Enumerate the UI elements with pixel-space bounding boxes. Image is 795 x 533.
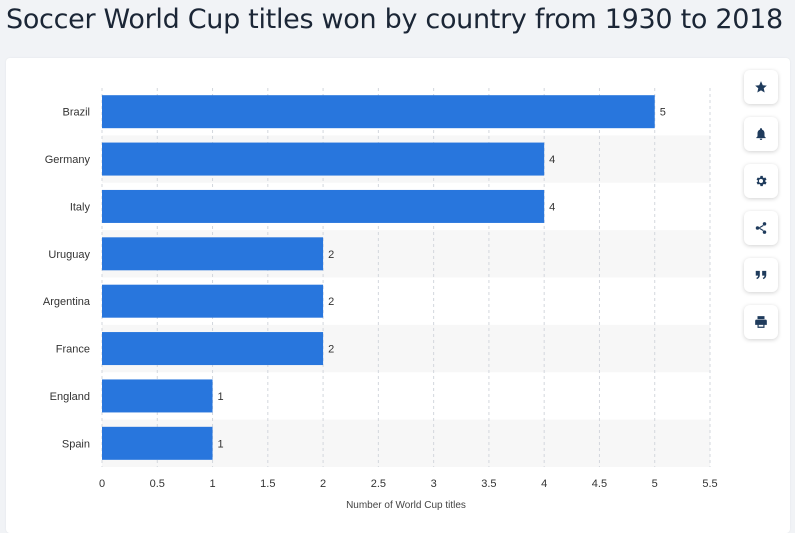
data-label: 1	[218, 438, 224, 450]
category-label: England	[50, 391, 90, 403]
bar	[102, 95, 655, 129]
x-tick-label: 5.5	[702, 478, 717, 490]
side-toolbar	[744, 70, 778, 339]
data-label: 2	[328, 344, 334, 356]
star-icon	[755, 81, 767, 93]
favorite-button[interactable]	[744, 70, 778, 104]
x-tick-label: 4.5	[592, 478, 607, 490]
x-axis-title: Number of World Cup titles	[346, 500, 466, 511]
bar	[102, 237, 324, 271]
category-label: Uruguay	[48, 249, 90, 261]
bar	[102, 189, 545, 223]
bar	[102, 332, 324, 366]
data-label: 2	[328, 249, 334, 261]
category-label: France	[56, 344, 90, 356]
settings-button[interactable]	[744, 164, 778, 198]
category-label: Italy	[70, 201, 91, 213]
share-button[interactable]	[744, 211, 778, 245]
data-label: 1	[218, 391, 224, 403]
bar	[102, 284, 324, 318]
bar	[102, 379, 213, 413]
x-tick-label: 3	[431, 478, 437, 490]
data-label: 2	[328, 296, 334, 308]
category-label: Spain	[62, 438, 90, 450]
x-tick-label: 4	[541, 478, 547, 490]
data-label: 4	[549, 201, 555, 213]
x-tick-label: 0	[99, 478, 105, 490]
x-tick-label: 5	[652, 478, 658, 490]
data-label: 4	[549, 154, 555, 166]
x-tick-label: 2.5	[371, 478, 386, 490]
x-tick-label: 1.5	[260, 478, 275, 490]
x-tick-label: 0.5	[150, 478, 165, 490]
gear-icon	[756, 175, 767, 187]
page-title: Soccer World Cup titles won by country f…	[6, 4, 783, 35]
print-icon	[755, 316, 767, 328]
x-tick-label: 1	[209, 478, 215, 490]
share-icon	[755, 222, 767, 234]
cite-button[interactable]	[744, 258, 778, 292]
notification-button[interactable]	[744, 117, 778, 151]
x-tick-label: 2	[320, 478, 326, 490]
category-label: Argentina	[43, 296, 91, 308]
x-tick-label: 3.5	[481, 478, 496, 490]
bell-icon	[756, 128, 766, 140]
data-label: 5	[660, 107, 666, 119]
category-label: Germany	[45, 154, 91, 166]
print-button[interactable]	[744, 305, 778, 339]
bar	[102, 142, 545, 176]
quote-icon	[755, 270, 767, 280]
bar	[102, 426, 213, 460]
category-label: Brazil	[62, 107, 90, 119]
